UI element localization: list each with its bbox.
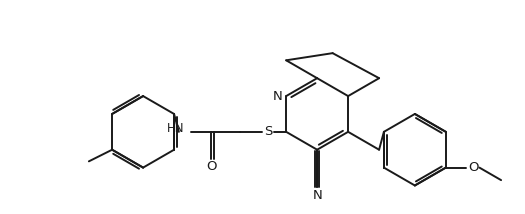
Text: O: O xyxy=(206,160,216,173)
Text: N: N xyxy=(312,189,322,202)
Text: S: S xyxy=(264,125,272,138)
Text: N: N xyxy=(272,90,282,103)
Text: HN: HN xyxy=(167,122,184,135)
Text: O: O xyxy=(468,161,478,174)
